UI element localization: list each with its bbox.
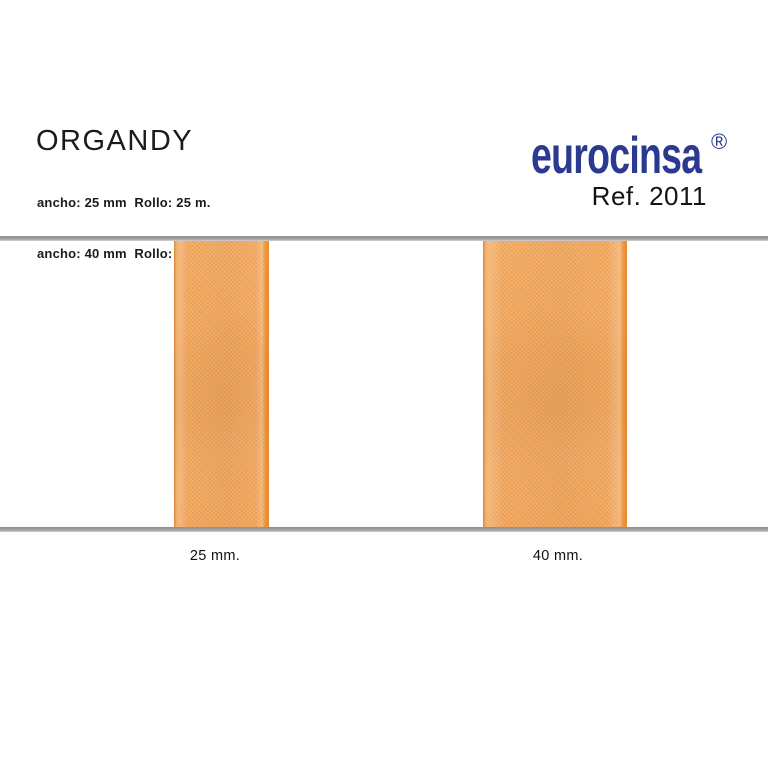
display-rail-top bbox=[0, 236, 768, 241]
ribbon-width-label-25mm: 25 mm. bbox=[189, 548, 241, 564]
ribbon-sample-40mm bbox=[483, 237, 627, 531]
ribbon-sample-25mm bbox=[174, 237, 269, 531]
reference-number: Ref. 2011 bbox=[591, 181, 707, 211]
spec-line-25mm: ancho: 25 mm Rollo: 25 m. bbox=[37, 195, 211, 210]
page-title: ORGANDY bbox=[36, 125, 194, 157]
ribbon-width-label-40mm: 40 mm. bbox=[532, 548, 584, 564]
brand-logo: eurocinsa bbox=[531, 127, 702, 185]
registered-trademark-icon: ® bbox=[711, 129, 728, 154]
display-rail-bottom bbox=[0, 527, 768, 532]
